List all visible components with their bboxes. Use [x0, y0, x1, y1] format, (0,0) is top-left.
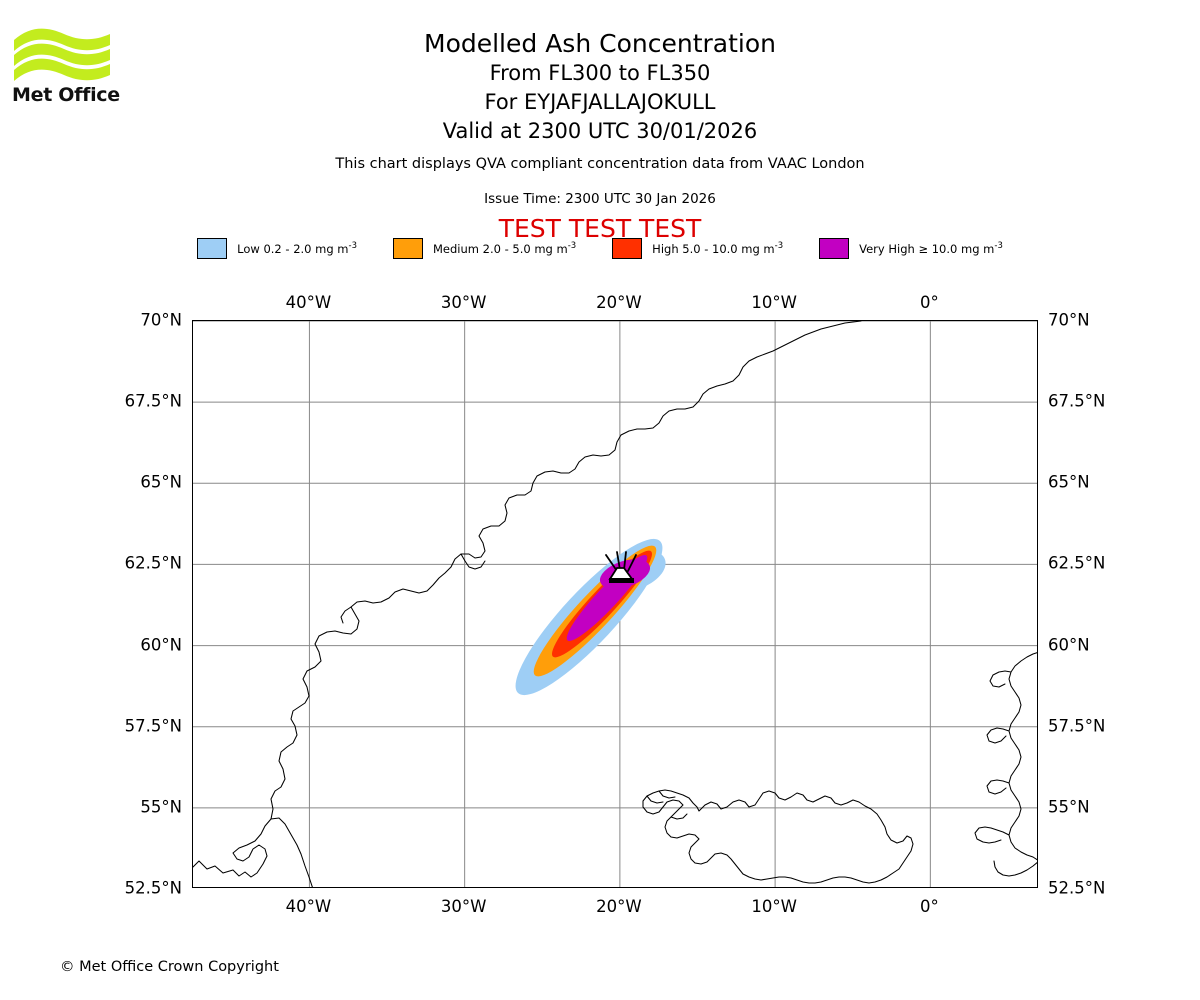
- coastline-norway: [974, 652, 1037, 861]
- legend-high: High 5.0 - 10.0 mg m-3: [612, 238, 783, 259]
- coastline-paths: [193, 321, 1037, 887]
- map-canvas: [193, 321, 1037, 887]
- legend-very-high: Very High ≥ 10.0 mg m-3: [819, 238, 1003, 259]
- x-tick-bottom: 40°W: [285, 897, 332, 916]
- flight-level-subtitle: From FL300 to FL350: [489, 61, 711, 85]
- x-tick-bottom: 30°W: [440, 897, 487, 916]
- map-plot-frame: [192, 320, 1038, 888]
- y-tick-left: 57.5°N: [124, 716, 182, 736]
- legend-swatch-low: [197, 238, 228, 259]
- legend-label-high: High 5.0 - 10.0 mg m-3: [652, 241, 784, 256]
- legend-medium: Medium 2.0 - 5.0 mg m-3: [392, 238, 577, 259]
- legend-swatch-very-high: [819, 238, 850, 259]
- y-tick-right: 70°N: [1048, 310, 1090, 330]
- y-tick-right: 60°N: [1048, 635, 1090, 655]
- legend-swatch-medium: [392, 238, 423, 259]
- coastline-greenland-bay: [340, 553, 486, 624]
- y-tick-right: 52.5°N: [1048, 878, 1106, 898]
- y-tick-right: 62.5°N: [1048, 553, 1106, 573]
- volcano-subtitle: For EYJAFJALLAJOKULL: [484, 90, 716, 114]
- x-tick-top: 40°W: [285, 293, 332, 312]
- x-tick-top: 0°: [919, 293, 939, 312]
- chart-title-block: Modelled Ash Concentration From FL300 to…: [0, 28, 1200, 146]
- y-tick-right: 55°N: [1048, 797, 1090, 817]
- legend-label-medium: Medium 2.0 - 5.0 mg m-3: [432, 241, 577, 256]
- concentration-legend: Low 0.2 - 2.0 mg m-3 Medium 2.0 - 5.0 mg…: [0, 238, 1200, 259]
- legend-label-low: Low 0.2 - 2.0 mg m-3: [237, 241, 357, 256]
- valid-time-subtitle: Valid at 2300 UTC 30/01/2026: [442, 119, 758, 143]
- volcano-symbol: [605, 551, 637, 583]
- met-office-logo: Met Office: [12, 24, 132, 114]
- legend-low: Low 0.2 - 2.0 mg m-3: [197, 238, 357, 259]
- x-tick-top: 20°W: [596, 293, 642, 312]
- x-tick-bottom: 0°: [919, 897, 939, 916]
- y-tick-right: 57.5°N: [1048, 716, 1106, 736]
- y-tick-left: 65°N: [140, 472, 182, 492]
- y-tick-left: 52.5°N: [124, 878, 182, 898]
- y-tick-right: 67.5°N: [1048, 391, 1106, 411]
- x-tick-bottom: 10°W: [751, 897, 797, 916]
- copyright-notice: © Met Office Crown Copyright: [60, 959, 279, 975]
- y-tick-left: 55°N: [140, 797, 182, 817]
- x-tick-top: 10°W: [751, 293, 797, 312]
- met-office-wave-mark: [14, 28, 110, 81]
- y-tick-right: 65°N: [1048, 472, 1090, 492]
- y-tick-left: 67.5°N: [124, 391, 182, 411]
- page-title: Modelled Ash Concentration: [424, 29, 776, 58]
- legend-swatch-high: [612, 238, 643, 259]
- test-banner: TEST TEST TEST: [498, 214, 702, 243]
- y-tick-left: 62.5°N: [124, 553, 182, 573]
- x-tick-bottom: 20°W: [596, 897, 642, 916]
- coastline-iceland: [642, 789, 914, 884]
- y-tick-left: 70°N: [140, 310, 182, 330]
- coastline-greenland: [193, 321, 862, 887]
- x-tick-top: 30°W: [440, 293, 487, 312]
- y-tick-left: 60°N: [140, 635, 182, 655]
- ash-plume-contours: [515, 538, 666, 696]
- qva-compliance-note: This chart displays QVA compliant concen…: [335, 156, 865, 172]
- met-office-wordmark: Met Office: [12, 84, 120, 106]
- issue-time-label: Issue Time: 2300 UTC 30 Jan 2026: [484, 191, 716, 207]
- coastline-norway-south: [993, 860, 1037, 877]
- legend-label-very-high: Very High ≥ 10.0 mg m-3: [859, 241, 1003, 256]
- ash-concentration-map: [192, 320, 1038, 888]
- coastline-iceland-westfjords: [646, 790, 688, 820]
